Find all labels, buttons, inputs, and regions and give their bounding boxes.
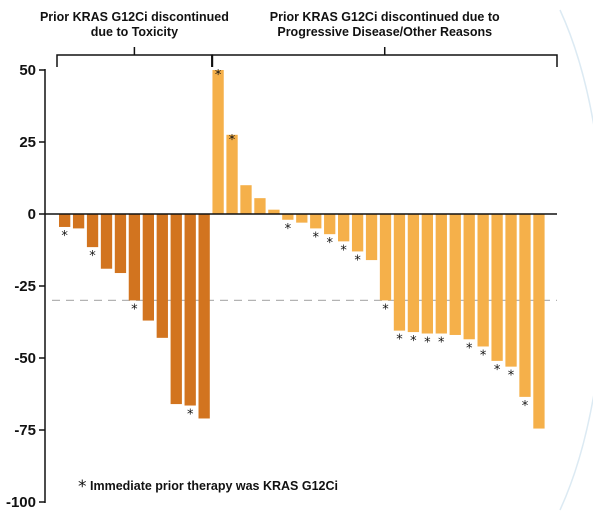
bar (198, 214, 210, 419)
bar (338, 214, 350, 242)
star-marker: * (89, 249, 96, 264)
star-marker: * (187, 408, 194, 423)
bar (519, 214, 531, 397)
y-tick-label: -75 (14, 422, 36, 439)
bar (477, 214, 489, 347)
star-marker: * (229, 133, 236, 148)
bar (351, 214, 364, 252)
group-header-label: Prior KRAS G12Ci discontinued due to (270, 10, 500, 24)
star-marker: * (354, 253, 361, 268)
footnote: * Immediate prior therapy was KRAS G12Ci (78, 477, 338, 497)
bar (379, 214, 392, 301)
star-marker: * (382, 302, 389, 317)
bar (86, 214, 99, 248)
bar (114, 214, 127, 274)
bar (156, 214, 168, 338)
y-tick-label: 0 (28, 206, 36, 223)
bar (324, 214, 336, 235)
bar (142, 214, 154, 321)
star-marker: * (61, 229, 68, 244)
y-axis: 50 25 0 -25 -50 -75 -100 (6, 62, 46, 511)
bar (170, 214, 182, 405)
bar (505, 214, 517, 367)
bar (393, 214, 406, 331)
bar (310, 214, 322, 229)
bar (100, 214, 113, 269)
bar (449, 214, 461, 335)
bar (296, 214, 308, 223)
y-tick-label: 50 (19, 62, 36, 79)
star-marker: * (131, 302, 138, 317)
bar (184, 214, 196, 406)
bar (533, 214, 545, 429)
star-marker: * (215, 68, 222, 83)
star-marker: * (466, 341, 473, 356)
bar (226, 134, 238, 214)
star-marker: * (424, 336, 431, 351)
bars (59, 70, 545, 429)
bar (491, 214, 503, 361)
y-tick-label: -50 (14, 350, 36, 367)
y-tick-label: 25 (19, 134, 36, 151)
star-marker: * (313, 230, 320, 245)
star-marker: * (340, 243, 347, 258)
group-bracket (56, 47, 213, 67)
bar (435, 214, 447, 334)
footnote-text: Immediate prior therapy was KRAS G12Ci (90, 479, 338, 493)
group-bracket (211, 47, 558, 67)
bar (463, 214, 475, 340)
star-marker: * (494, 363, 501, 378)
star-marker: * (285, 222, 292, 237)
bar (282, 214, 294, 220)
star-marker: * (508, 369, 515, 384)
footnote-star: * (78, 477, 87, 497)
group-header-label: due to Toxicity (91, 25, 178, 39)
group-header-label: Prior KRAS G12Ci discontinued (40, 10, 229, 24)
y-tick-label: -100 (6, 494, 36, 511)
star-marker: * (396, 333, 403, 348)
bar (407, 214, 420, 333)
bar (59, 214, 71, 227)
bar (240, 185, 252, 214)
star-marker: * (410, 334, 417, 349)
bar (212, 70, 224, 214)
background-decoration (559, 9, 593, 511)
bar (128, 214, 141, 301)
bar (365, 214, 378, 261)
star-marker: * (522, 399, 529, 414)
star-marker: * (326, 236, 333, 251)
bar (72, 214, 85, 229)
y-tick-label: -25 (14, 278, 36, 295)
bar (268, 209, 280, 214)
star-marker: * (480, 348, 487, 363)
bar (421, 214, 433, 334)
star-marker: * (438, 336, 445, 351)
star-markers: * * * * * * * * * * * * * * * * * * * * * (61, 68, 528, 423)
bar (254, 198, 266, 214)
group-header-label: Progressive Disease/Other Reasons (277, 25, 492, 39)
